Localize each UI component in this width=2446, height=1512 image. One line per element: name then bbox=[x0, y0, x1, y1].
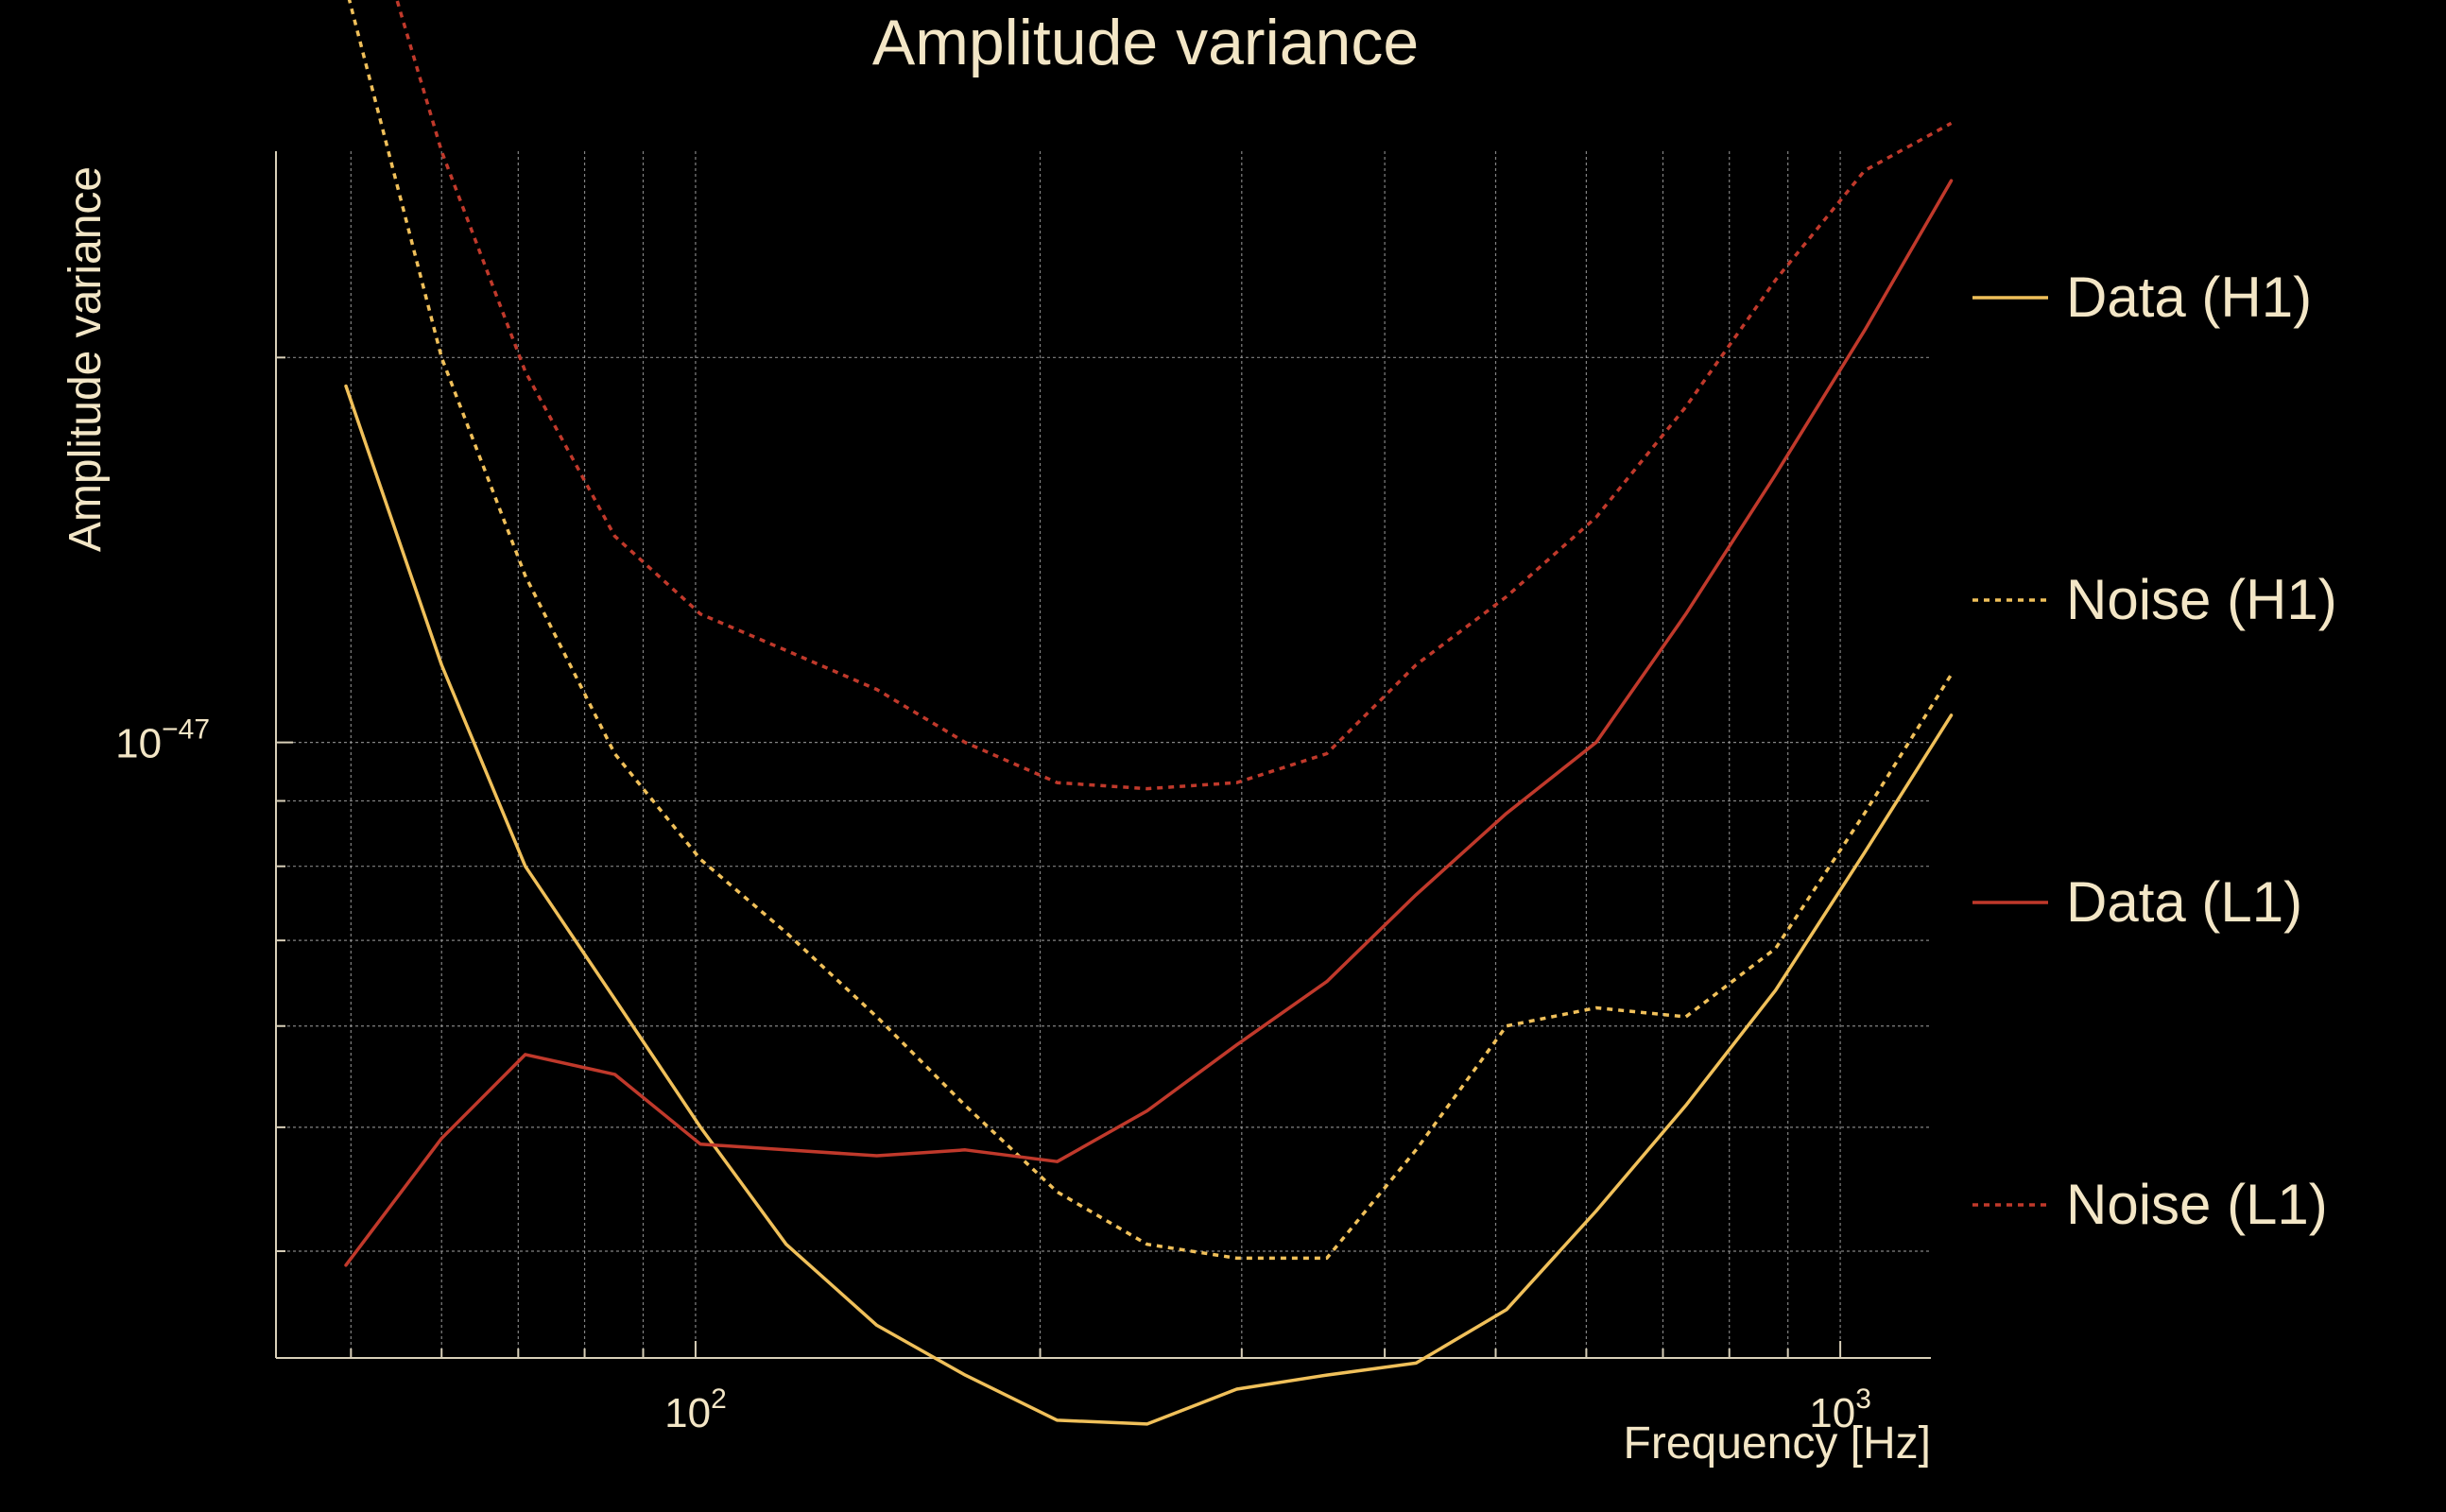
x-axis-label: Frequency [Hz] bbox=[1624, 1418, 1931, 1469]
x-tick-label: 103 bbox=[1809, 1383, 1871, 1436]
series-line-data-l1 bbox=[344, 179, 1954, 1267]
x-tick-label-exponent: 3 bbox=[1855, 1383, 1871, 1415]
legend: Data (H1) Noise (H1) Data (L1) Noise (L1) bbox=[1972, 266, 2337, 1236]
axes bbox=[275, 151, 1931, 1359]
legend-label-noise-h1: Noise (H1) bbox=[2066, 568, 2337, 631]
x-tick-label: 102 bbox=[664, 1383, 727, 1436]
series-line-noise-l1 bbox=[395, 0, 1953, 791]
chart-title: Amplitude variance bbox=[872, 7, 1419, 78]
series-line-noise-h1 bbox=[347, 0, 1953, 1261]
x-tick-label-exponent: 2 bbox=[711, 1383, 727, 1415]
y-tick-label-exponent: −47 bbox=[162, 714, 210, 746]
y-tick-label-base: 10 bbox=[115, 721, 162, 767]
y-tick-label: 10−47 bbox=[115, 714, 210, 767]
series-line-data-h1 bbox=[344, 384, 1954, 1426]
x-tick-label-base: 10 bbox=[1809, 1390, 1855, 1436]
series-lines bbox=[344, 0, 1954, 1426]
legend-label-noise-l1: Noise (L1) bbox=[2066, 1173, 2328, 1236]
y-axis-label: Amplitude variance bbox=[60, 166, 111, 552]
legend-label-data-h1: Data (H1) bbox=[2066, 266, 2312, 329]
legend-label-data-l1: Data (L1) bbox=[2066, 870, 2302, 934]
grid bbox=[276, 151, 1931, 1358]
x-tick-label-base: 10 bbox=[664, 1390, 711, 1436]
